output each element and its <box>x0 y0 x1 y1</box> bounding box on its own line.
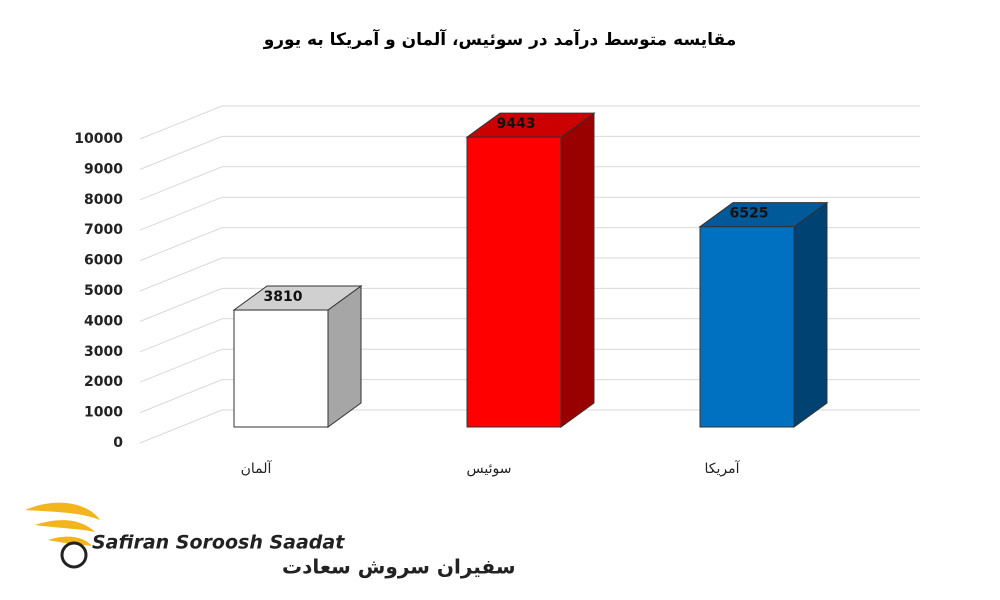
grid-line <box>139 166 920 201</box>
grid-line <box>139 196 920 231</box>
grid-line <box>139 105 920 140</box>
y-tick-label: 9000 <box>84 161 123 177</box>
x-tick-label: آلمان <box>241 460 273 477</box>
value-label: 6525 <box>730 206 769 222</box>
y-tick-label: 8000 <box>84 192 123 208</box>
y-tick-label: 10000 <box>74 131 123 147</box>
bar-side <box>560 112 595 428</box>
logo-persian: سفیران سروش سعادت <box>282 555 516 579</box>
logo-wings <box>25 502 100 546</box>
grid-line <box>139 379 920 414</box>
logo-latin: Safiran Soroosh Saadat <box>92 532 345 554</box>
grid-line <box>139 257 920 292</box>
bar-side <box>327 285 362 428</box>
chart-title: مقایسه متوسط درآمد در سوئیس، آلمان و آمر… <box>263 28 737 50</box>
x-tick-label: سوئیس <box>467 461 512 477</box>
grid-line <box>139 135 920 170</box>
grid-line <box>139 227 920 262</box>
y-tick-label: 5000 <box>84 283 123 299</box>
bar <box>233 309 329 428</box>
y-tick-label: 1000 <box>84 405 123 421</box>
grid-line <box>139 409 920 444</box>
grid-line <box>139 287 920 322</box>
bar <box>699 226 795 428</box>
y-tick-label: 4000 <box>84 313 123 329</box>
y-tick-label: 6000 <box>84 253 123 269</box>
bar <box>466 136 562 428</box>
y-tick-label: 3000 <box>84 344 123 360</box>
logo-ring <box>60 541 88 569</box>
value-label: 3810 <box>264 289 303 305</box>
grid-line <box>139 348 920 383</box>
value-label: 9443 <box>497 116 536 132</box>
grid-line <box>139 318 920 353</box>
logo: Safiran Soroosh Saadat سفیران سروش سعادت <box>25 502 516 579</box>
y-tick-label: 7000 <box>84 222 123 238</box>
bar-side <box>793 201 828 428</box>
y-tick-label: 0 <box>113 435 123 451</box>
x-tick-label: آمریکا <box>704 460 740 477</box>
y-tick-label: 2000 <box>84 374 123 390</box>
